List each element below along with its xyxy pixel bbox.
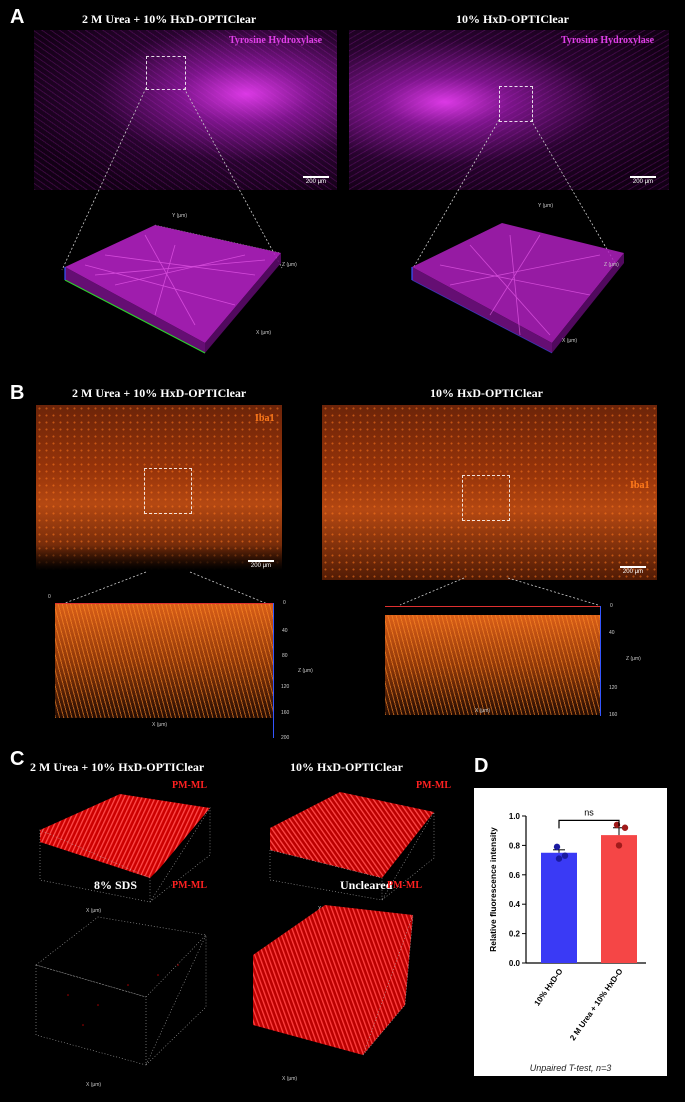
- bar-chart: 0.0 0.2 0.4 0.6 0.8 1.0 Relative fluorescence …: [488, 807, 646, 1042]
- panel-b-left-3d-render: [55, 603, 273, 718]
- z-tick: 160: [281, 710, 290, 716]
- bar: [541, 852, 577, 963]
- x-axis-line: [55, 603, 273, 604]
- significance-bracket: [558, 819, 620, 829]
- axis-x-label: X (μm): [562, 338, 578, 344]
- panel-a-left-title: 2 M Urea + 10% HxD-OPTIClear: [82, 12, 257, 26]
- panel-c-title-2: 10% HxD-OPTIClear: [290, 760, 403, 774]
- bar: [601, 835, 637, 963]
- data-point: [553, 843, 561, 851]
- origin-label: 0: [48, 594, 51, 600]
- panel-a-left-stain: Tyrosine Hydroxylase: [229, 35, 323, 46]
- y-tick-label: 0.0: [509, 959, 521, 968]
- panel-b-zoom-lines: [59, 571, 599, 606]
- panel-b-right-stain: Iba1: [630, 480, 650, 491]
- x-axis-label: X (μm): [152, 722, 168, 728]
- panel-b-left-title: 2 M Urea + 10% HxD-OPTIClear: [72, 386, 247, 400]
- panel-c-render-4: [253, 905, 414, 1056]
- axis-x-label: X (μm): [256, 330, 272, 336]
- panel-c-stain-3: PM-ML: [172, 880, 207, 891]
- z-axis-line: [600, 606, 601, 716]
- panel-c-render-1: [39, 794, 211, 903]
- z-tick: 120: [281, 684, 290, 690]
- axis-z-label: Z (μm): [604, 262, 619, 268]
- z-axis-line: [273, 603, 274, 738]
- data-point: [615, 842, 623, 849]
- data-point: [555, 855, 563, 862]
- panel-a-right-micrograph: [349, 30, 669, 190]
- z-tick: 120: [609, 685, 618, 691]
- z-tick: 160: [609, 712, 618, 718]
- z-tick: 40: [282, 628, 288, 634]
- y-axis-label: Relative fluorescence intensity: [488, 827, 498, 952]
- panel-label-b: B: [10, 382, 25, 404]
- z-axis-label: Z (μm): [298, 668, 313, 674]
- panel-label-c: C: [10, 748, 25, 770]
- scale-bar: 200 μm: [620, 566, 646, 575]
- zoom-box: [144, 468, 192, 514]
- panel-b-right-micrograph: [322, 405, 657, 580]
- scale-bar: 200 μm: [303, 176, 329, 185]
- y-tick-label: 0.2: [509, 930, 521, 939]
- panel-c-render-2: [269, 792, 435, 901]
- scale-bar: 200 μm: [630, 176, 656, 185]
- axis-y-label: Y (μm): [538, 203, 554, 209]
- scale-bar: 200 μm: [248, 560, 274, 569]
- z-tick: 0: [283, 600, 286, 606]
- chart-footnote: Unpaired T-test, n=3: [529, 1063, 612, 1073]
- panel-c-title-4: Uncleared: [340, 878, 393, 892]
- axis-y-label: Y (μm): [172, 213, 188, 219]
- y-tick-label: 1.0: [509, 812, 521, 821]
- z-tick: 200: [281, 735, 290, 741]
- x-axis-label: X (μm): [475, 708, 491, 714]
- panel-b-right-title: 10% HxD-OPTIClear: [430, 386, 543, 400]
- panel-a-left-micrograph: [34, 30, 337, 190]
- category-label: 10% HxD-O: [533, 967, 565, 1007]
- category-label: 2 M Urea + 10% HxD-O: [568, 967, 624, 1042]
- panel-c-render-3: [35, 916, 207, 1066]
- panel-d-chart: 0.0 0.2 0.4 0.6 0.8 1.0 Relative fluorescence …: [474, 788, 667, 1076]
- panel-a-zoom-lines: [61, 87, 619, 271]
- panel-c-stain-2: PM-ML: [416, 780, 451, 791]
- zoom-box: [462, 475, 510, 521]
- x-axis-label: X (μm): [86, 1082, 102, 1088]
- panel-label-a: A: [10, 6, 25, 28]
- x-axis-line: [385, 606, 600, 607]
- z-tick: 0: [610, 603, 613, 609]
- data-point: [621, 824, 629, 831]
- panel-b-right-3d-render: [385, 615, 600, 715]
- y-tick-label: 0.8: [509, 841, 521, 850]
- axis-z-label: Z (μm): [282, 262, 297, 268]
- panel-c-stain-1: PM-ML: [172, 780, 207, 791]
- y-tick-label: 0.4: [509, 900, 521, 909]
- z-tick: 40: [609, 630, 615, 636]
- panel-label-d: D: [474, 755, 489, 777]
- x-axis-label: X (μm): [86, 908, 102, 914]
- zoom-box: [146, 56, 186, 90]
- panel-a-right-3d-render: [411, 223, 624, 354]
- panel-a-left-3d-render: [64, 224, 282, 354]
- panel-c-stain-4: PM-ML: [387, 880, 422, 891]
- z-tick: 80: [282, 653, 288, 659]
- panel-c-title-1: 2 M Urea + 10% HxD-OPTIClear: [30, 760, 205, 774]
- y-tick-label: 0.6: [509, 871, 521, 880]
- panel-a-right-stain: Tyrosine Hydroxylase: [561, 35, 655, 46]
- panel-c-title-3: 8% SDS: [94, 878, 138, 892]
- zoom-box: [499, 86, 533, 122]
- panel-b-left-stain: Iba1: [255, 413, 275, 424]
- significance-label: ns: [584, 807, 594, 817]
- x-axis-label: X (μm): [282, 1076, 298, 1082]
- panel-b-left-micrograph: [36, 405, 282, 570]
- z-axis-label: Z (μm): [626, 656, 641, 662]
- panel-a-right-title: 10% HxD-OPTIClear: [456, 12, 569, 26]
- data-point: [561, 852, 569, 859]
